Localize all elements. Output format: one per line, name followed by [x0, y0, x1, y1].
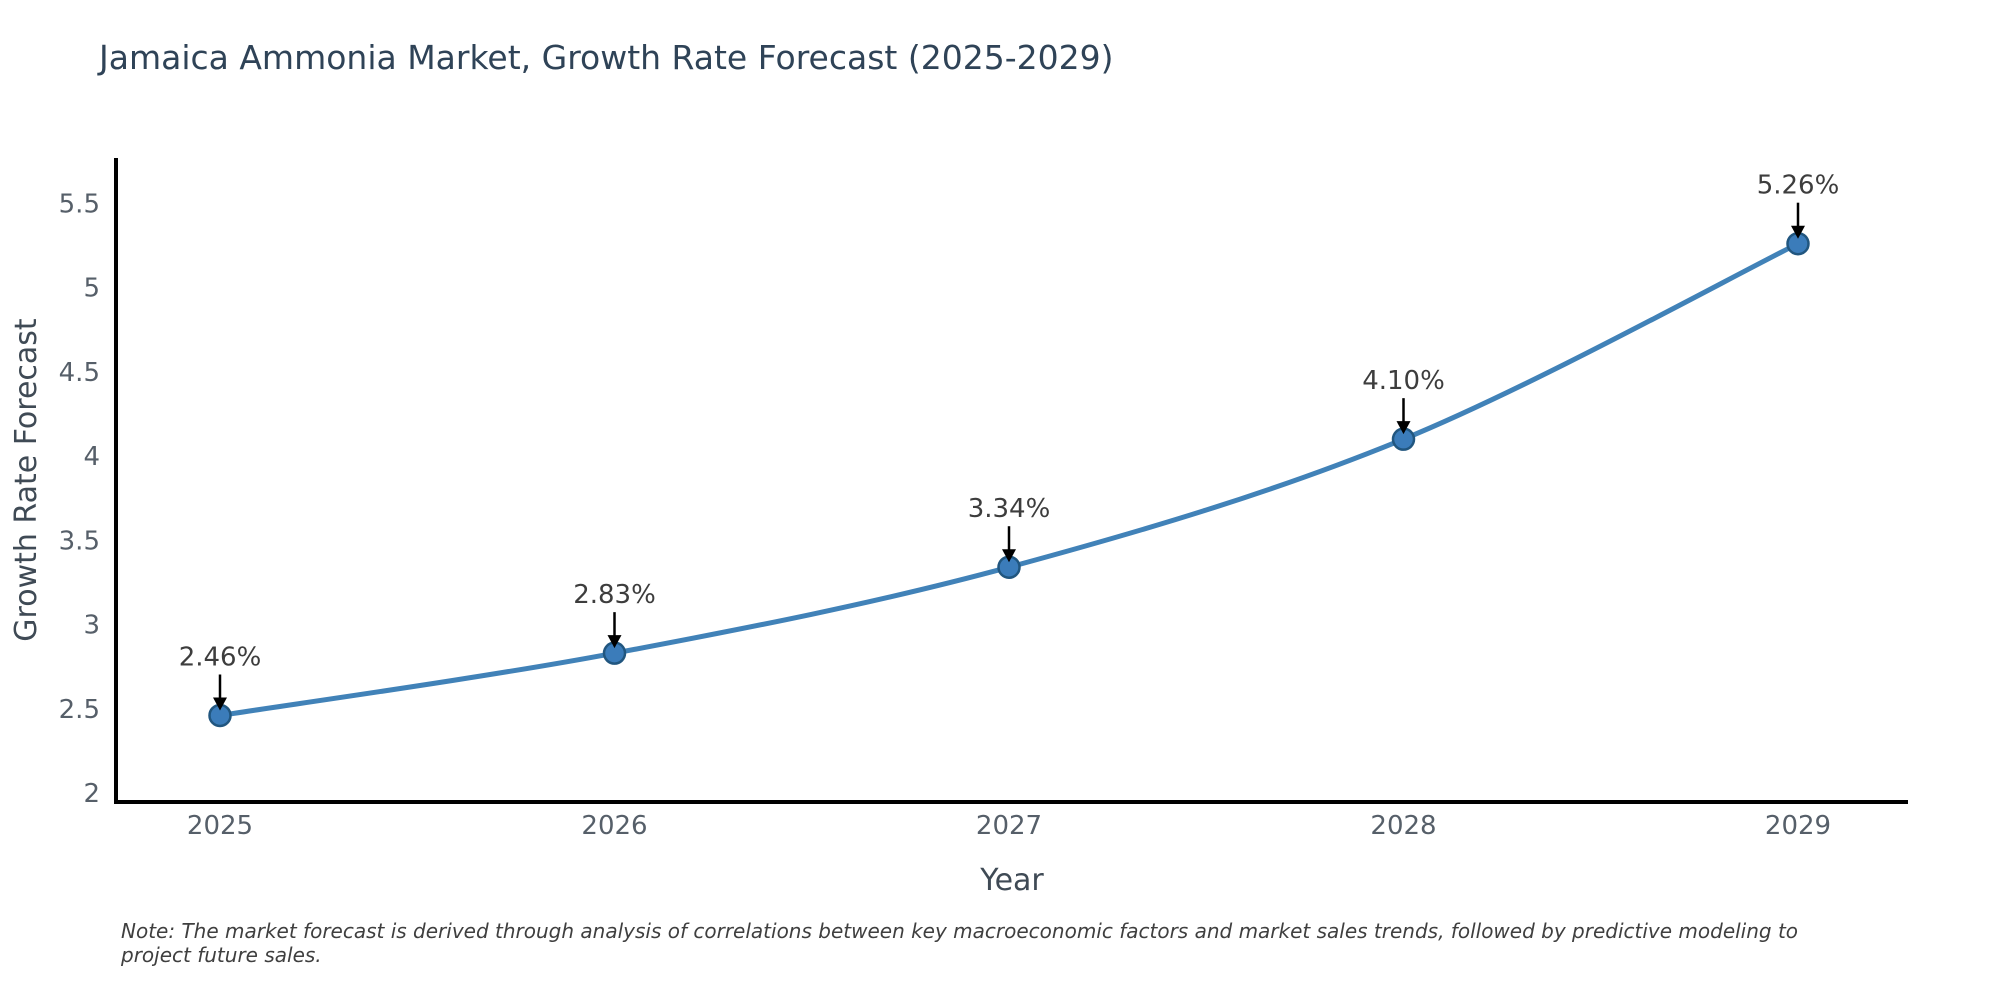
x-axis-title: Year [979, 863, 1044, 898]
point-value-label: 2.46% [179, 642, 262, 672]
x-tick-label: 2027 [976, 811, 1042, 841]
annotation-arrowhead-icon [1002, 549, 1016, 563]
y-tick-label: 2.5 [59, 695, 100, 725]
point-value-label: 5.26% [1757, 171, 1840, 201]
y-tick-label: 4 [83, 442, 100, 472]
point-value-label: 3.34% [968, 494, 1051, 524]
point-value-label: 4.10% [1362, 366, 1445, 396]
axis-spines [114, 158, 1908, 804]
footnote-text: Note: The market forecast is derived thr… [121, 919, 1799, 967]
chart-title: Jamaica Ammonia Market, Growth Rate Fore… [99, 38, 1114, 77]
annotation-arrowhead-icon [1791, 225, 1805, 239]
y-tick-label: 5 [83, 274, 100, 304]
point-value-label: 2.83% [573, 580, 656, 610]
y-tick-label: 3.5 [59, 526, 100, 556]
x-tick-label: 2025 [187, 811, 253, 841]
y-tick-label: 2 [83, 779, 100, 809]
x-tick-label: 2029 [1765, 811, 1831, 841]
y-tick-label: 3 [83, 611, 100, 641]
annotation-arrowhead-icon [607, 635, 622, 649]
y-axis-title: Growth Rate Forecast [9, 318, 44, 642]
x-tick-label: 2028 [1370, 811, 1436, 841]
x-tick-label: 2026 [581, 811, 647, 841]
annotation-arrowhead-icon [213, 697, 227, 711]
y-tick-label: 4.5 [59, 358, 100, 388]
y-tick-label: 5.5 [59, 189, 100, 219]
annotation-arrowhead-icon [1396, 421, 1411, 435]
forecast-line [217, 241, 1801, 718]
